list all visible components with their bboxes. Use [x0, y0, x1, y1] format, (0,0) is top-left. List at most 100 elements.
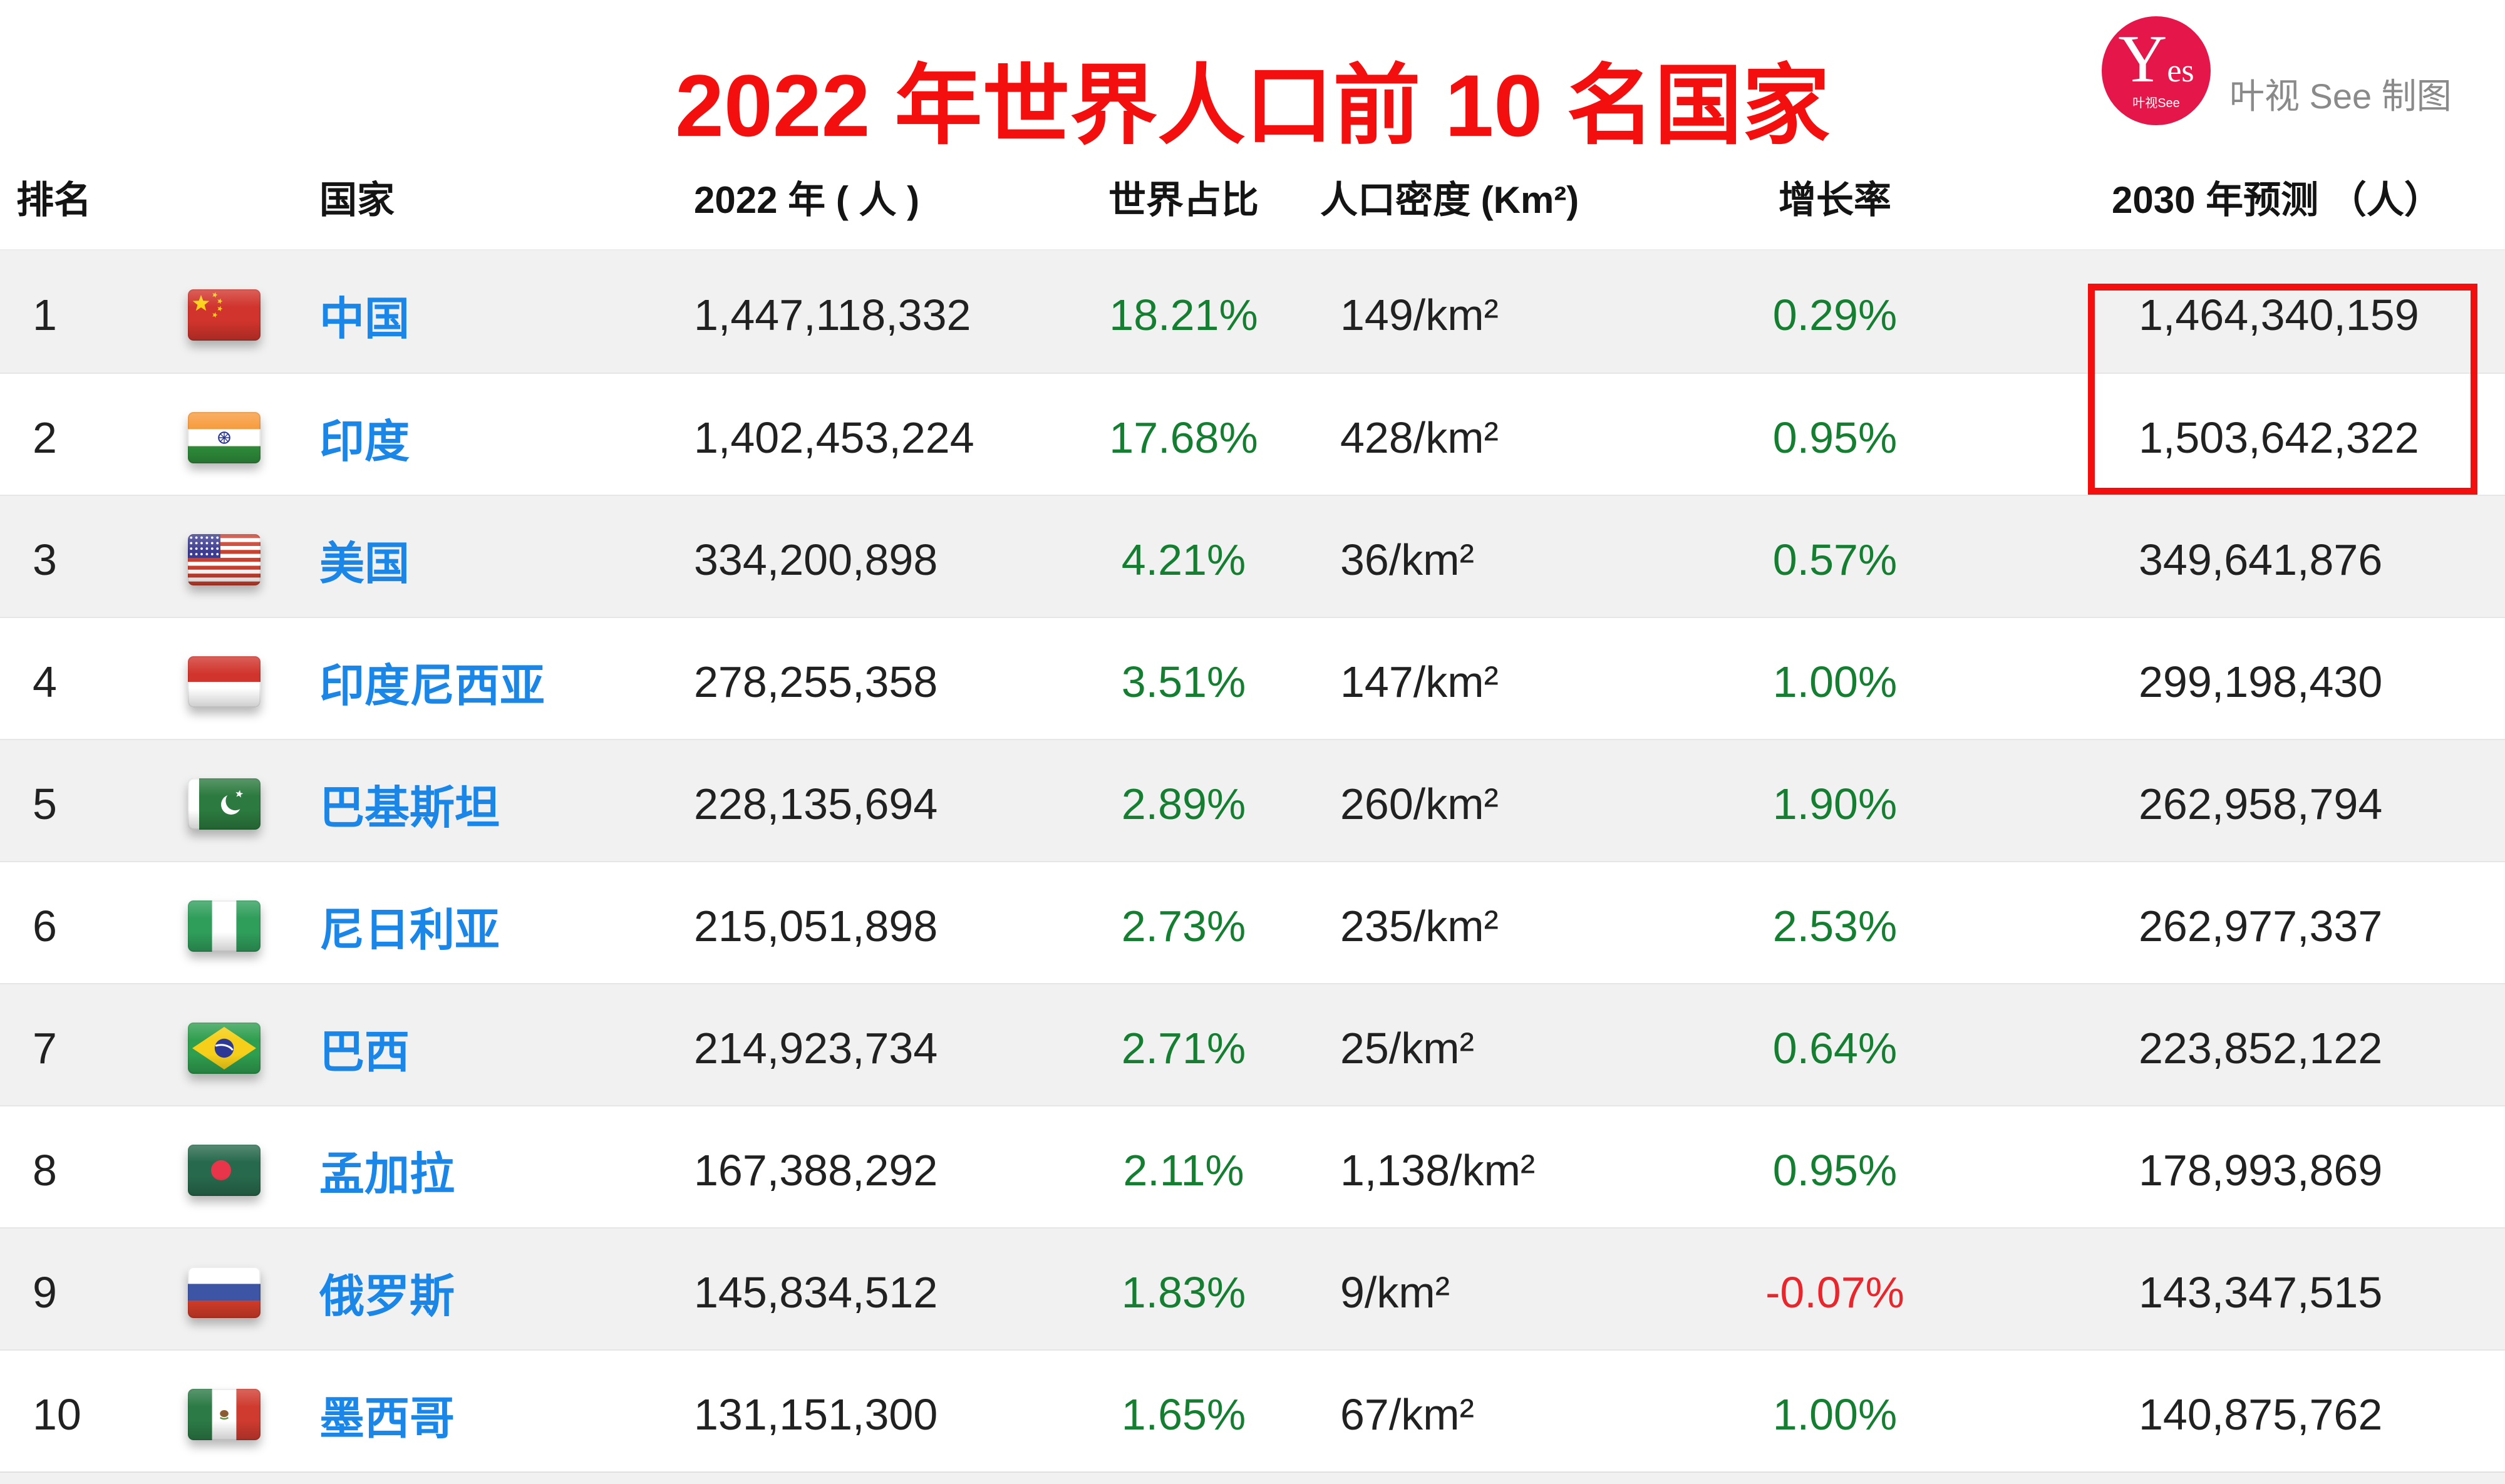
table-row: 4 印度尼西亚 278,255,358 3.51% 147/km² 1.00% 299,19… [0, 617, 2505, 739]
yes-logo-icon: Yes 叶视See [2102, 16, 2211, 125]
bottom-strip [0, 1471, 2505, 1484]
country-cell: 印度 [288, 404, 689, 470]
country-cell: 印度尼西亚 [288, 649, 689, 714]
world-share-cell: 2.71% [1121, 1023, 1246, 1073]
rank-cell: 3 [33, 535, 57, 584]
table-row: 9 俄罗斯 145,834,512 1.83% 9/km² -0.07% 143,347,5… [0, 1227, 2505, 1349]
rank-cell: 1 [33, 290, 57, 339]
table-row: 8 孟加拉 167,388,292 2.11% 1,138/km² 0.95% 178,99… [0, 1105, 2505, 1227]
country-link[interactable]: 孟加拉 [319, 1150, 455, 1200]
country-cell: 尼日利亚 [288, 893, 689, 959]
rank-cell: 2 [33, 413, 57, 462]
table-row: 1 中国 1,447,118,332 18.21% 149/km² 0.29% 1,464,… [0, 250, 2505, 373]
density-cell: 235/km² [1340, 901, 1499, 951]
growth-rate-cell: 0.29% [1772, 290, 1898, 339]
flag-cell [125, 289, 288, 341]
table-body: 1 中国 1,447,118,332 18.21% 149/km² 0.29% 1,464,… [0, 250, 2505, 1471]
country-link[interactable]: 俄罗斯 [319, 1272, 455, 1322]
growth-rate-cell: -0.07% [1765, 1267, 1904, 1317]
header-world-share: 世界占比 [1108, 178, 1259, 221]
header-country: 国家 [319, 178, 395, 221]
world-share-cell: 17.68% [1109, 413, 1258, 462]
prediction-2030-cell: 140,875,762 [2139, 1389, 2383, 1439]
rank-cell: 10 [33, 1389, 81, 1439]
prediction-2030-cell: 349,641,876 [2139, 535, 2383, 584]
population-2022-cell: 214,923,734 [694, 1023, 938, 1073]
population-2022-cell: 228,135,694 [694, 779, 938, 828]
growth-rate-cell: 0.95% [1772, 1145, 1898, 1195]
flag-cell [125, 1022, 288, 1074]
table-header-row: 排名 国家 2022 年 ( 人 ) 世界占比 人口密度 (Km²) 增长率 2… [0, 144, 2505, 250]
flag-india-icon [188, 411, 261, 463]
flag-russia-icon [188, 1266, 261, 1318]
rank-cell: 7 [33, 1023, 57, 1073]
logo-badge-subtext: 叶视See [2132, 96, 2180, 111]
flag-usa-icon [188, 533, 261, 585]
logo-yes-text: Yes [2118, 21, 2194, 96]
flag-china-icon [188, 289, 261, 341]
flag-nigeria-icon [188, 900, 261, 952]
growth-rate-cell: 0.57% [1772, 535, 1898, 584]
flag-cell [125, 656, 288, 708]
table-row: 10 墨西哥 131,151,300 1.65% 67/km² 1.00% 140,875,… [0, 1349, 2505, 1471]
density-cell: 149/km² [1340, 290, 1499, 339]
population-2022-cell: 278,255,358 [694, 657, 938, 706]
prediction-2030-cell: 1,464,340,159 [2139, 290, 2419, 339]
country-link[interactable]: 巴西 [319, 1028, 410, 1078]
prediction-2030-cell: 1,503,642,322 [2139, 413, 2419, 462]
population-2022-cell: 131,151,300 [694, 1389, 938, 1439]
growth-rate-cell: 1.00% [1772, 657, 1898, 706]
rank-cell: 4 [33, 657, 57, 706]
country-link[interactable]: 巴基斯坦 [319, 783, 500, 833]
rank-cell: 9 [33, 1267, 57, 1317]
flag-cell [125, 1266, 288, 1318]
header-growth-rate: 增长率 [1779, 178, 1891, 221]
country-cell: 俄罗斯 [288, 1259, 689, 1325]
flag-cell [125, 411, 288, 463]
world-share-cell: 1.83% [1121, 1267, 1246, 1317]
country-link[interactable]: 印度尼西亚 [319, 661, 545, 711]
growth-rate-cell: 2.53% [1772, 901, 1898, 951]
country-link[interactable]: 中国 [319, 294, 410, 344]
density-cell: 25/km² [1340, 1023, 1474, 1073]
country-link[interactable]: 印度 [319, 417, 410, 467]
density-cell: 67/km² [1340, 1389, 1474, 1439]
header-rank: 排名 [16, 178, 91, 221]
logo: Yes 叶视See 叶视 See 制图 [2102, 16, 2452, 125]
growth-rate-cell: 0.64% [1772, 1023, 1898, 1073]
prediction-2030-cell: 178,993,869 [2139, 1145, 2383, 1195]
flag-cell [125, 778, 288, 830]
table-row: 3 美国 334,200,898 4.21% 36/km² 0.57% 349,641,87… [0, 495, 2505, 617]
country-cell: 巴西 [288, 1015, 689, 1081]
header-density: 人口密度 (Km²) [1320, 178, 1579, 221]
country-cell: 墨西哥 [288, 1381, 689, 1447]
page-title: 2022 年世界人口前 10 名国家 [675, 56, 1830, 155]
flag-bangladesh-icon [188, 1144, 261, 1196]
prediction-2030-cell: 262,958,794 [2139, 779, 2383, 828]
world-share-cell: 2.89% [1121, 779, 1246, 828]
density-cell: 9/km² [1340, 1267, 1450, 1317]
world-share-cell: 4.21% [1121, 535, 1246, 584]
world-share-cell: 1.65% [1121, 1389, 1246, 1439]
flag-indonesia-icon [188, 656, 261, 708]
country-link[interactable]: 美国 [319, 539, 410, 589]
table-row: 5 巴基斯坦 228,135,694 2.89% 260/km² 1.90% 262,958… [0, 739, 2505, 861]
country-link[interactable]: 尼日利亚 [319, 905, 500, 956]
population-2022-cell: 334,200,898 [694, 535, 938, 584]
density-cell: 428/km² [1340, 413, 1499, 462]
rank-cell: 6 [33, 901, 57, 951]
prediction-2030-cell: 262,977,337 [2139, 901, 2383, 951]
world-share-cell: 3.51% [1121, 657, 1246, 706]
flag-cell [125, 1144, 288, 1196]
flag-pakistan-icon [188, 778, 261, 830]
country-link[interactable]: 墨西哥 [319, 1394, 455, 1444]
density-cell: 147/km² [1340, 657, 1499, 706]
country-cell: 美国 [288, 527, 689, 592]
population-2022-cell: 1,402,453,224 [694, 413, 974, 462]
country-cell: 巴基斯坦 [288, 771, 689, 837]
population-2022-cell: 145,834,512 [694, 1267, 938, 1317]
population-2022-cell: 1,447,118,332 [694, 290, 971, 339]
density-cell: 1,138/km² [1340, 1145, 1536, 1195]
density-cell: 36/km² [1340, 535, 1474, 584]
world-share-cell: 18.21% [1109, 290, 1258, 339]
